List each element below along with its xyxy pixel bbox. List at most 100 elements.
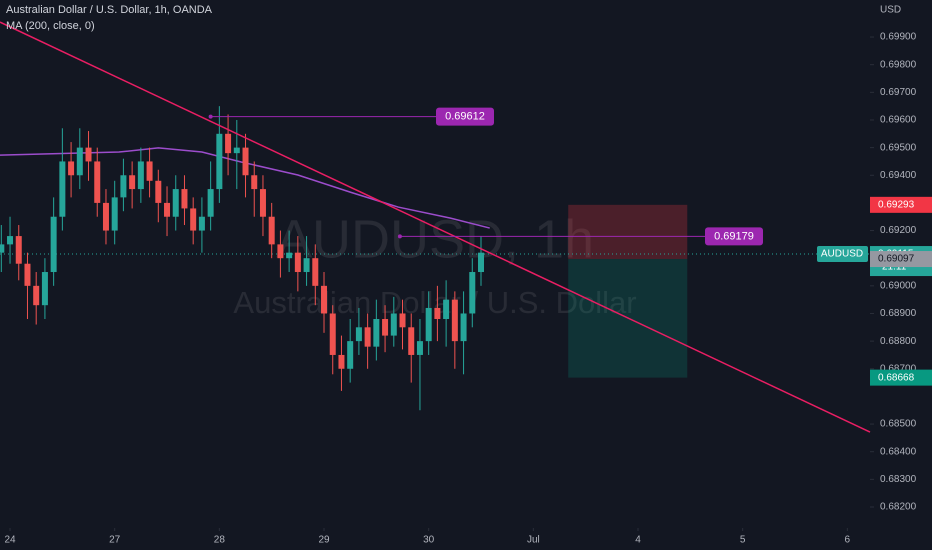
candle-body xyxy=(294,252,301,273)
y-tick-label: 0.69500 xyxy=(880,142,917,153)
candle-body xyxy=(216,133,223,190)
target-price-label: 0.68668 xyxy=(878,372,915,383)
y-tick-label: 0.68700 xyxy=(880,363,917,374)
y-tick-label: 0.68500 xyxy=(880,419,917,430)
candle-body xyxy=(355,327,362,342)
y-tick-label: 0.68300 xyxy=(880,474,917,485)
y-tick-label: 0.69800 xyxy=(880,59,917,70)
candle-body xyxy=(312,258,319,286)
chart-title: Australian Dollar / U.S. Dollar, 1h, OAN… xyxy=(6,4,213,16)
y-tick-label: 0.68900 xyxy=(880,308,917,319)
trend-line xyxy=(0,21,871,433)
candle-body xyxy=(94,161,101,203)
candle-body xyxy=(225,133,232,154)
candle-body xyxy=(329,313,336,355)
y-tick-label: 0.68400 xyxy=(880,446,917,457)
candle-body xyxy=(390,313,397,336)
candle-body xyxy=(399,313,406,328)
candle-body xyxy=(0,244,5,253)
candle-body xyxy=(85,147,92,162)
candle-body xyxy=(347,341,354,369)
candle-body xyxy=(129,175,136,190)
candle-body xyxy=(33,285,40,306)
ray-anchor xyxy=(208,114,213,119)
candle-body xyxy=(50,216,57,273)
symbol-tag-box xyxy=(817,246,868,263)
candle-body xyxy=(68,161,75,176)
x-tick-label: 29 xyxy=(318,535,330,546)
candle-body xyxy=(111,197,118,231)
candle-body xyxy=(451,299,458,342)
x-tick-label: Jul xyxy=(527,535,540,546)
x-tick-label: 24 xyxy=(4,535,16,546)
candle-body xyxy=(155,180,162,203)
candle-body xyxy=(259,189,266,217)
x-tick-label: 4 xyxy=(635,535,641,546)
ray-label: 0.69612 xyxy=(445,111,485,123)
candle-body xyxy=(242,147,249,176)
candle-body xyxy=(233,147,240,154)
y-tick-label: 0.69200 xyxy=(880,225,917,236)
ray-label-box xyxy=(436,107,494,126)
y-tick-label: 0.69900 xyxy=(880,32,917,43)
candle-body xyxy=(76,147,83,176)
ray-anchor xyxy=(397,234,402,239)
candle-body xyxy=(190,208,197,231)
currency-label: USD xyxy=(880,5,901,16)
candle-body xyxy=(172,189,179,217)
candle-body xyxy=(434,307,441,320)
position-stop-zone xyxy=(568,204,688,260)
candle-body xyxy=(478,252,485,273)
moving-average xyxy=(0,147,490,229)
stop-price-label: 0.69293 xyxy=(878,199,915,210)
candle-body xyxy=(198,216,205,231)
y-tick-label: 0.68200 xyxy=(880,502,917,513)
candle-body xyxy=(469,272,476,314)
ray-label-box xyxy=(705,227,763,246)
x-tick-label: 28 xyxy=(214,535,226,546)
candle-body xyxy=(59,161,66,217)
ray-label: 0.69179 xyxy=(714,230,754,242)
y-tick-label: 0.69400 xyxy=(880,170,917,181)
indicator-label: MA (200, close, 0) xyxy=(6,20,95,32)
candle-body xyxy=(7,236,14,245)
candle-body xyxy=(137,161,144,190)
candle-body xyxy=(408,327,415,355)
x-tick-label: 5 xyxy=(740,535,746,546)
candle-body xyxy=(373,319,380,347)
candle-body xyxy=(286,252,293,259)
target-price-label-box xyxy=(870,369,932,386)
countdown-label: 21:11 xyxy=(882,262,907,273)
candle-body xyxy=(416,341,423,355)
candle-body xyxy=(425,307,432,342)
candle-body xyxy=(443,299,450,320)
x-tick-label: 6 xyxy=(845,535,851,546)
entry-price-label-box xyxy=(870,251,932,268)
y-tick-label: 0.69600 xyxy=(880,115,917,126)
candle-body xyxy=(321,285,328,314)
candle-body xyxy=(207,189,214,217)
watermark: AUDUSD, 1h xyxy=(276,209,594,269)
y-tick-label: 0.69700 xyxy=(880,87,917,98)
candle-body xyxy=(146,161,153,181)
entry-price-label: 0.69097 xyxy=(878,254,915,265)
y-tick-label: 0.69000 xyxy=(880,280,917,291)
symbol-tag: AUDUSD xyxy=(821,249,863,260)
candle-body xyxy=(338,354,345,369)
candle-body xyxy=(181,189,188,209)
candle-body xyxy=(460,313,467,342)
candle-body xyxy=(382,319,389,336)
candle-body xyxy=(251,175,258,190)
candle-body xyxy=(277,244,284,259)
x-tick-label: 30 xyxy=(423,535,435,546)
candle-body xyxy=(164,202,171,217)
candle-body xyxy=(268,216,275,245)
x-tick-label: 27 xyxy=(109,535,121,546)
candle-body xyxy=(303,258,310,273)
candle-body xyxy=(364,327,371,347)
candle-body xyxy=(120,175,127,198)
candle-body xyxy=(102,202,109,231)
